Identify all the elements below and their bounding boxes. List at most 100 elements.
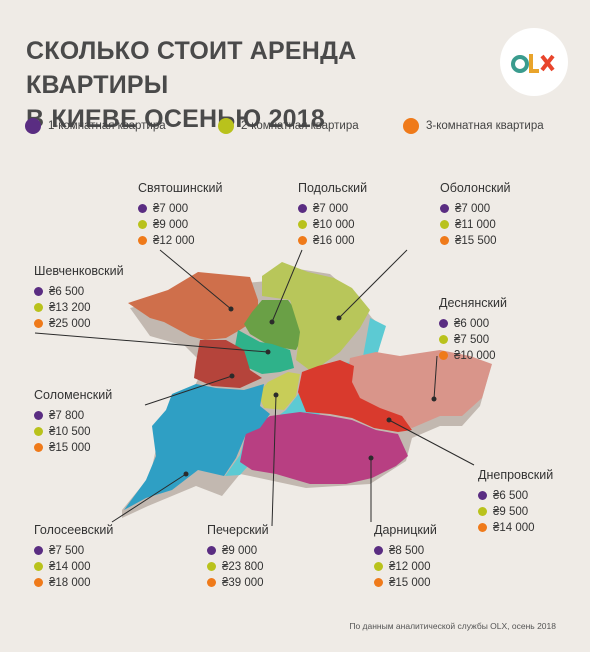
legend-label-one-room: 1-комнатная квартира bbox=[48, 120, 166, 132]
dot-icon bbox=[34, 546, 43, 556]
price-value: ₴7 500 bbox=[49, 545, 85, 557]
price-three-room: ₴10 000 bbox=[439, 348, 507, 364]
price-value: ₴6 500 bbox=[493, 490, 529, 502]
price-three-room: ₴39 000 bbox=[207, 575, 269, 591]
price-one-room: ₴7 000 bbox=[138, 201, 222, 217]
dot-icon bbox=[34, 287, 43, 297]
district-desnianskyi[interactable] bbox=[346, 350, 492, 428]
district-pecherskyi[interactable] bbox=[258, 372, 300, 410]
page-title: СКОЛЬКО СТОИТ АРЕНДА КВАРТИРЫ В КИЕВЕ ОС… bbox=[26, 34, 466, 136]
dot-icon bbox=[207, 578, 216, 588]
dot-icon bbox=[138, 236, 147, 246]
price-value: ₴9 500 bbox=[493, 506, 529, 518]
district-svyatoshynskyi[interactable] bbox=[128, 272, 258, 340]
price-three-room: ₴14 000 bbox=[478, 520, 553, 536]
district-name: Днепровский bbox=[478, 468, 554, 482]
district-solomianskyi[interactable] bbox=[194, 340, 262, 388]
leader-line-pecherskyi bbox=[271, 394, 277, 527]
dot-icon bbox=[298, 204, 307, 214]
district-name: Печерский bbox=[207, 523, 269, 537]
price-value: ₴7 000 bbox=[455, 203, 491, 215]
leader-line-holosiivskyi bbox=[111, 473, 187, 523]
price-one-room: ₴7 500 bbox=[34, 543, 113, 559]
district-darnytskyi[interactable] bbox=[240, 412, 408, 484]
price-value: ₴14 000 bbox=[49, 561, 91, 573]
dot-icon bbox=[439, 319, 448, 329]
price-one-room: ₴6 000 bbox=[439, 316, 507, 332]
dot-icon bbox=[440, 220, 449, 230]
leader-line-podilskyi bbox=[271, 249, 303, 323]
district-name: Святошинский bbox=[138, 181, 223, 195]
district-podilskyi[interactable] bbox=[244, 300, 306, 350]
price-value: ₴7 500 bbox=[454, 334, 490, 346]
price-value: ₴25 000 bbox=[49, 318, 91, 330]
price-value: ₴7 000 bbox=[153, 203, 189, 215]
price-two-room: ₴14 000 bbox=[34, 559, 113, 575]
price-one-room: ₴7 000 bbox=[298, 201, 367, 217]
legend-item-three-room: 3-комнатная квартира bbox=[403, 118, 544, 134]
dot-icon bbox=[440, 236, 449, 246]
dot-icon bbox=[440, 204, 449, 214]
legend-label-two-room: 2-комнатная квартира bbox=[241, 120, 359, 132]
dot-icon bbox=[478, 507, 487, 517]
dot-icon bbox=[34, 319, 43, 329]
price-value: ₴6 000 bbox=[454, 318, 490, 330]
price-value: ₴8 500 bbox=[389, 545, 425, 557]
olx-logo[interactable] bbox=[500, 28, 568, 96]
district-block-pecherskyi: Печерский ₴9 000 ₴23 800 ₴39 000 bbox=[207, 523, 269, 591]
price-two-room: ₴10 500 bbox=[34, 424, 112, 440]
price-value: ₴14 000 bbox=[493, 522, 535, 534]
dot-icon bbox=[439, 351, 448, 361]
legend-swatch-two-room bbox=[218, 118, 234, 134]
price-value: ₴10 000 bbox=[454, 350, 496, 362]
district-block-podilskyi: Подольский ₴7 000 ₴10 000 ₴16 000 bbox=[298, 181, 367, 249]
dot-icon bbox=[374, 562, 383, 572]
title-line-2: В КИЕВЕ ОСЕНЬЮ 2018 bbox=[26, 105, 325, 133]
price-value: ₴39 000 bbox=[222, 577, 264, 589]
district-block-dniprovskyi: Днепровский ₴6 500 ₴9 500 ₴14 000 bbox=[478, 468, 553, 536]
district-name: Дарницкий bbox=[374, 523, 437, 537]
price-value: ₴7 800 bbox=[49, 410, 85, 422]
price-value: ₴7 000 bbox=[313, 203, 349, 215]
price-one-room: ₴8 500 bbox=[374, 543, 437, 559]
olx-logo-mark bbox=[511, 54, 555, 73]
leader-line-desnianskyi bbox=[433, 355, 438, 400]
price-value: ₴16 000 bbox=[313, 235, 355, 247]
leader-line-obolonskyi bbox=[338, 249, 408, 319]
leader-line-svyatoshynskyi bbox=[159, 249, 232, 310]
dot-icon bbox=[207, 546, 216, 556]
district-block-darnytskyi: Дарницкий ₴8 500 ₴12 000 ₴15 000 bbox=[374, 523, 437, 591]
price-value: ₴12 000 bbox=[389, 561, 431, 573]
district-block-holosiivskyi: Голосеевский ₴7 500 ₴14 000 ₴18 000 bbox=[34, 523, 113, 591]
price-value: ₴13 200 bbox=[49, 302, 91, 314]
price-one-room: ₴9 000 bbox=[207, 543, 269, 559]
legend: 1-комнатная квартира 2-комнатная квартир… bbox=[0, 118, 590, 138]
dot-icon bbox=[34, 578, 43, 588]
price-value: ₴18 000 bbox=[49, 577, 91, 589]
price-value: ₴15 000 bbox=[389, 577, 431, 589]
price-one-room: ₴7 000 bbox=[440, 201, 511, 217]
dot-icon bbox=[138, 220, 147, 230]
price-one-room: ₴6 500 bbox=[478, 488, 553, 504]
district-obolonskyi[interactable] bbox=[262, 262, 370, 372]
district-name: Голосеевский bbox=[34, 523, 114, 537]
price-three-room: ₴15 500 bbox=[440, 233, 511, 249]
dot-icon bbox=[478, 491, 487, 501]
district-holosiivskyi[interactable] bbox=[124, 384, 270, 510]
district-block-obolonskyi: Оболонский ₴7 000 ₴11 000 ₴15 500 bbox=[440, 181, 511, 249]
dot-icon bbox=[34, 427, 43, 437]
district-name: Соломенский bbox=[34, 388, 113, 402]
price-two-room: ₴13 200 bbox=[34, 300, 124, 316]
price-two-room: ₴7 500 bbox=[439, 332, 507, 348]
district-name: Оболонский bbox=[440, 181, 511, 195]
dot-icon bbox=[207, 562, 216, 572]
legend-swatch-three-room bbox=[403, 118, 419, 134]
source-note: По данным аналитической службы OLX, осен… bbox=[349, 621, 556, 631]
dot-icon bbox=[374, 578, 383, 588]
dot-icon bbox=[298, 236, 307, 246]
leader-lines bbox=[34, 249, 475, 527]
price-value: ₴12 000 bbox=[153, 235, 195, 247]
district-dniprovskyi[interactable] bbox=[298, 360, 412, 432]
price-two-room: ₴9 000 bbox=[138, 217, 222, 233]
